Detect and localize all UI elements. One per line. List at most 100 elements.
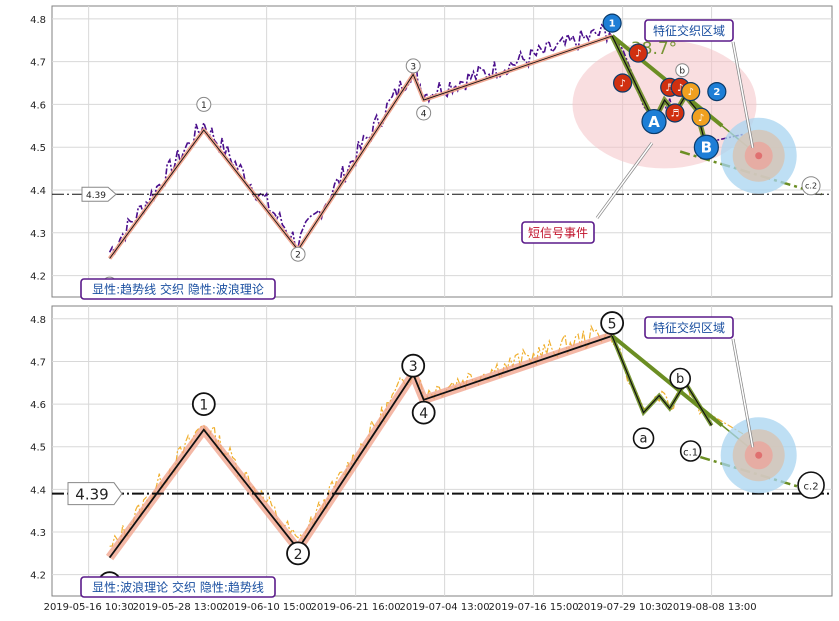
wave-label-1: 1 (201, 101, 207, 111)
wave-label-circle (191, 392, 216, 416)
y-tick-label: 4.4 (30, 485, 46, 496)
level-label: 4.39 (75, 486, 108, 504)
y-tick-label: 4.7 (30, 357, 46, 368)
x-tick-label: 2019-08-08 13:00 (667, 602, 757, 613)
signal-marker-orange (691, 107, 711, 127)
wave-label-c2: c.2 (805, 182, 817, 191)
signal-marker-red (665, 103, 685, 123)
panel-frame (51, 305, 833, 597)
wave-label-circle (286, 541, 310, 566)
abc-label-c1: c.1 (683, 448, 698, 459)
abc-label-a: a (640, 432, 648, 447)
wave-label-circle (411, 400, 436, 425)
signal-marker-red (613, 73, 633, 93)
y-tick-label: 4.2 (30, 571, 46, 582)
x-tick-label: 2019-05-16 10:30 (44, 602, 134, 613)
signal-marker-orange (681, 81, 701, 102)
zone-label: 特征交织区域 (653, 23, 725, 38)
wave-label-circle (405, 58, 421, 74)
signal-arrow-shaft (596, 142, 653, 219)
x-tick-label: 2019-07-29 10:30 (578, 602, 668, 613)
abc-label-circle (669, 367, 691, 390)
trend-line-lower (679, 449, 822, 495)
signal-marker-blue-large (641, 108, 667, 135)
signal-marker-blue-large (693, 134, 719, 160)
wave-label-circle (196, 96, 212, 112)
wave-label-circle (600, 311, 625, 335)
signal-marker-label: ♪ (698, 113, 704, 124)
signal-marker-label: A (648, 113, 660, 131)
signal-marker-label: ♪ (635, 49, 641, 60)
wave-line (109, 35, 613, 259)
signal-marker-label: ♪ (619, 79, 625, 90)
signal-marker-blue (602, 13, 622, 33)
wave-label-circle (801, 176, 821, 196)
signal-marker-label: ♪ (677, 83, 683, 94)
level-label-arrow (81, 186, 117, 202)
x-tick-label: 2019-07-16 15:00 (489, 602, 579, 613)
x-tick-label: 2019-07-04 13:00 (400, 602, 490, 613)
x-tick-label: 2019-05-28 13:00 (133, 602, 223, 613)
y-tick-label: 4.7 (30, 58, 46, 69)
signal-marker-red (628, 43, 648, 63)
legend-label: 显性:趋势线 交织 隐性:波浪理论 (92, 282, 264, 297)
abc-label-circle (679, 440, 702, 462)
wave-label-3: 3 (409, 359, 418, 375)
signal-event-box (521, 221, 595, 244)
wave-label-circle (416, 105, 432, 121)
legend-box (80, 576, 276, 598)
y-tick-label: 4.6 (30, 400, 46, 411)
signal-marker-label: 1 (609, 19, 616, 30)
abc-label-c2: c.2 (804, 482, 819, 493)
y-tick-label: 4.2 (30, 272, 46, 283)
x-tick-label: 2019-06-21 16:00 (311, 602, 401, 613)
y-tick-label: 4.8 (30, 315, 46, 326)
target-center-dot (755, 451, 763, 459)
y-tick-label: 4.8 (30, 15, 46, 26)
wave-label-circle (675, 63, 690, 78)
zone-arrow-shaft (732, 41, 754, 148)
signal-marker-label: 2 (713, 87, 720, 98)
wave-label-2: 2 (294, 547, 303, 563)
y-tick-label: 4.5 (30, 143, 46, 154)
panel-bottom: 4.24.34.44.54.64.74.84.39012345特征交织区域显性:… (30, 305, 833, 613)
wave-label-circle (401, 353, 426, 378)
abc-label-circle (797, 471, 825, 499)
legend-box (80, 278, 276, 300)
y-tick-label: 4.6 (30, 100, 46, 111)
wave-label-1: 1 (199, 398, 208, 414)
x-tick-label: 2019-06-10 15:00 (222, 602, 312, 613)
legend-label: 显性:波浪理论 交织 隐性:趋势线 (92, 580, 264, 595)
price-series-line (108, 23, 744, 256)
wave-label-5: 5 (608, 317, 617, 333)
signal-marker-blue (707, 81, 727, 102)
target-center-dot (755, 152, 763, 160)
signal-marker-label: B (701, 139, 712, 157)
wave-label-4: 4 (419, 406, 428, 422)
signal-marker-label: ♬ (665, 83, 674, 94)
wave-line (108, 335, 613, 559)
wave-label-b: b (679, 67, 685, 77)
abc-line (611, 335, 713, 426)
abc-label-circle (632, 427, 655, 450)
wave-label-circle (290, 246, 306, 262)
wave-label-2: 2 (295, 251, 301, 261)
level-label-arrow (67, 482, 123, 506)
y-tick-label: 4.3 (30, 528, 46, 539)
signal-marker-label: ♪ (687, 87, 693, 98)
y-tick-label: 4.4 (30, 186, 46, 197)
panel-top: 4.24.34.44.54.64.74.84.39012345特征交织区域显性:… (30, 5, 833, 300)
y-tick-label: 4.3 (30, 229, 46, 240)
y-tick-label: 4.5 (30, 443, 46, 454)
wave-label-3: 3 (410, 62, 416, 72)
zone-label: 特征交织区域 (653, 320, 725, 335)
zone-label-box (644, 19, 734, 42)
signal-marker-label: ♬ (670, 109, 679, 120)
zone-arrow-shaft (732, 338, 754, 448)
abc-label-b: b (676, 372, 684, 387)
zone-label-box (644, 316, 734, 339)
wave-label-4: 4 (421, 109, 427, 119)
signal-event-label: 短信号事件 (528, 226, 588, 240)
